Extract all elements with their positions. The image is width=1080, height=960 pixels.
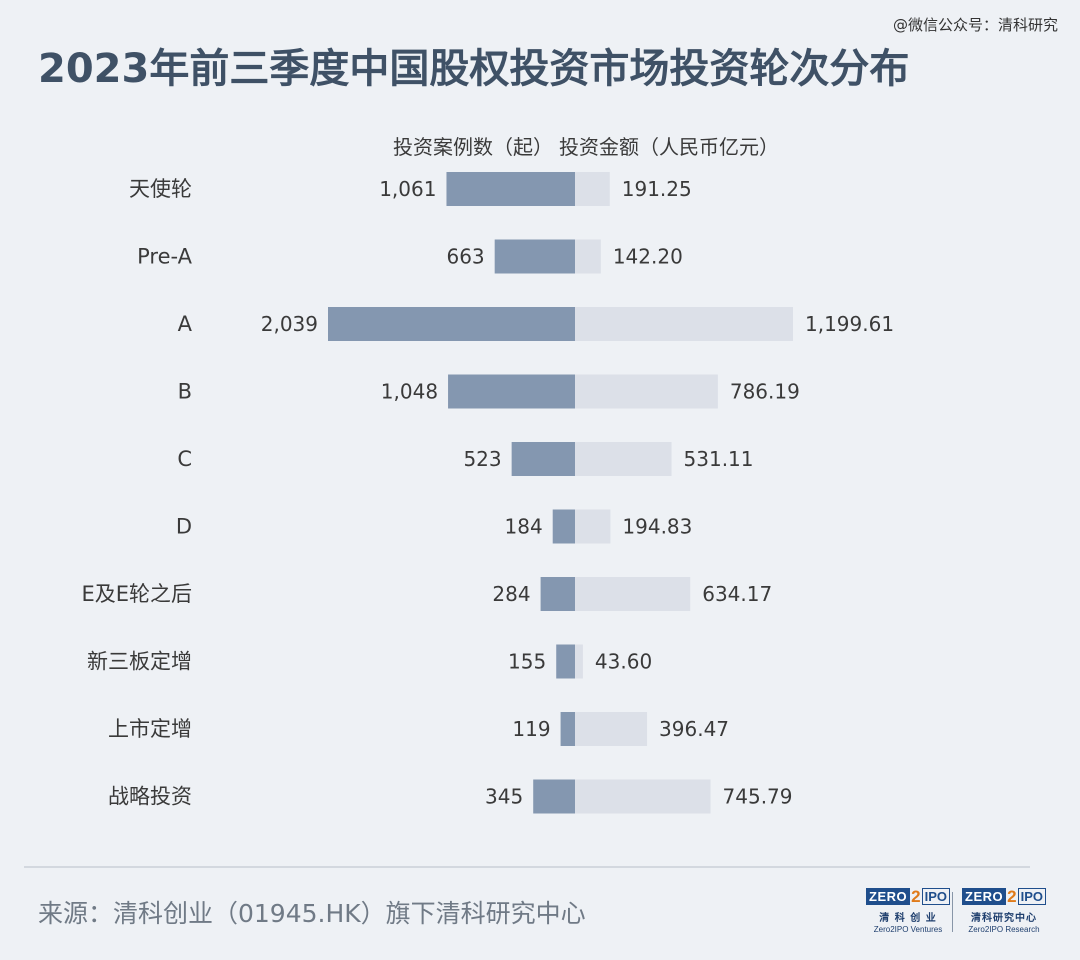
bar-cases	[446, 172, 575, 206]
chart-area: 投资案例数（起） 投资金额（人民币亿元） 天使轮 1,061 191.25 Pre-A 66…	[81, 135, 894, 814]
category-label: Pre-A	[137, 245, 193, 269]
bar-cases	[494, 239, 575, 274]
bar-cases	[328, 307, 575, 341]
zero2ipo-research-logo: ZERO 2 IPO 清科研究中心 Zero2IPO Research	[962, 888, 1046, 934]
source-note: 来源：清科创业（01945.HK）旗下清科研究中心	[38, 899, 586, 928]
value-label-cases: 2,039	[261, 312, 318, 336]
category-label: B	[178, 380, 192, 404]
value-label-amount: 43.60	[595, 650, 652, 674]
bar-cases	[511, 442, 575, 476]
value-label-cases: 345	[485, 785, 523, 809]
value-label-amount: 745.79	[723, 785, 793, 809]
bar-amount	[575, 307, 793, 341]
value-label-amount: 786.19	[730, 380, 800, 404]
value-label-amount: 194.83	[622, 515, 692, 539]
bar-cases	[533, 779, 575, 814]
bar-amount	[575, 509, 611, 544]
category-label: 战略投资	[108, 785, 192, 809]
bar-cases	[552, 509, 575, 544]
value-label-cases: 1,048	[381, 380, 438, 404]
value-label-amount: 142.20	[613, 245, 683, 269]
value-label-cases: 523	[463, 447, 501, 471]
value-label-amount: 1,199.61	[805, 312, 894, 336]
bar-cases	[540, 577, 575, 611]
category-label: 上市定增	[108, 717, 192, 741]
zero2ipo-ventures-logo: ZERO 2 IPO 清 科 创 业 Zero2IPO Ventures	[866, 888, 950, 934]
value-label-amount: 634.17	[702, 582, 772, 606]
value-label-amount: 531.11	[684, 447, 754, 471]
bar-cases	[560, 712, 575, 746]
bar-amount	[575, 577, 691, 611]
value-label-amount: 396.47	[659, 717, 729, 741]
value-label-cases: 663	[446, 245, 484, 269]
series-header-amount: 投资金额（人民币亿元）	[559, 135, 779, 159]
value-label-cases: 119	[512, 717, 550, 741]
divider	[24, 866, 1030, 868]
category-label: 新三板定增	[87, 650, 192, 674]
bar-cases	[556, 644, 575, 679]
logo-separator	[952, 892, 953, 932]
value-label-amount: 191.25	[622, 177, 692, 201]
category-label: A	[178, 312, 193, 336]
category-label: C	[177, 447, 192, 471]
bar-amount	[575, 374, 718, 409]
bar-amount	[575, 172, 610, 206]
bar-cases	[448, 374, 575, 409]
chart-title: 2023年前三季度中国股权投资市场投资轮次分布	[38, 46, 910, 92]
bar-amount	[575, 442, 672, 476]
value-label-cases: 284	[492, 582, 530, 606]
bar-amount	[575, 779, 711, 814]
value-label-cases: 155	[508, 650, 546, 674]
bar-amount	[575, 712, 648, 746]
category-label: E及E轮之后	[81, 582, 192, 606]
category-label: D	[176, 515, 192, 539]
bar-amount	[575, 239, 601, 274]
watermark: @微信公众号：清科研究	[892, 16, 1058, 34]
series-header-cases: 投资案例数（起）	[393, 135, 553, 159]
category-label: 天使轮	[129, 177, 192, 201]
value-label-cases: 1,061	[379, 177, 436, 201]
value-label-cases: 184	[505, 515, 543, 539]
bar-amount	[575, 644, 583, 679]
